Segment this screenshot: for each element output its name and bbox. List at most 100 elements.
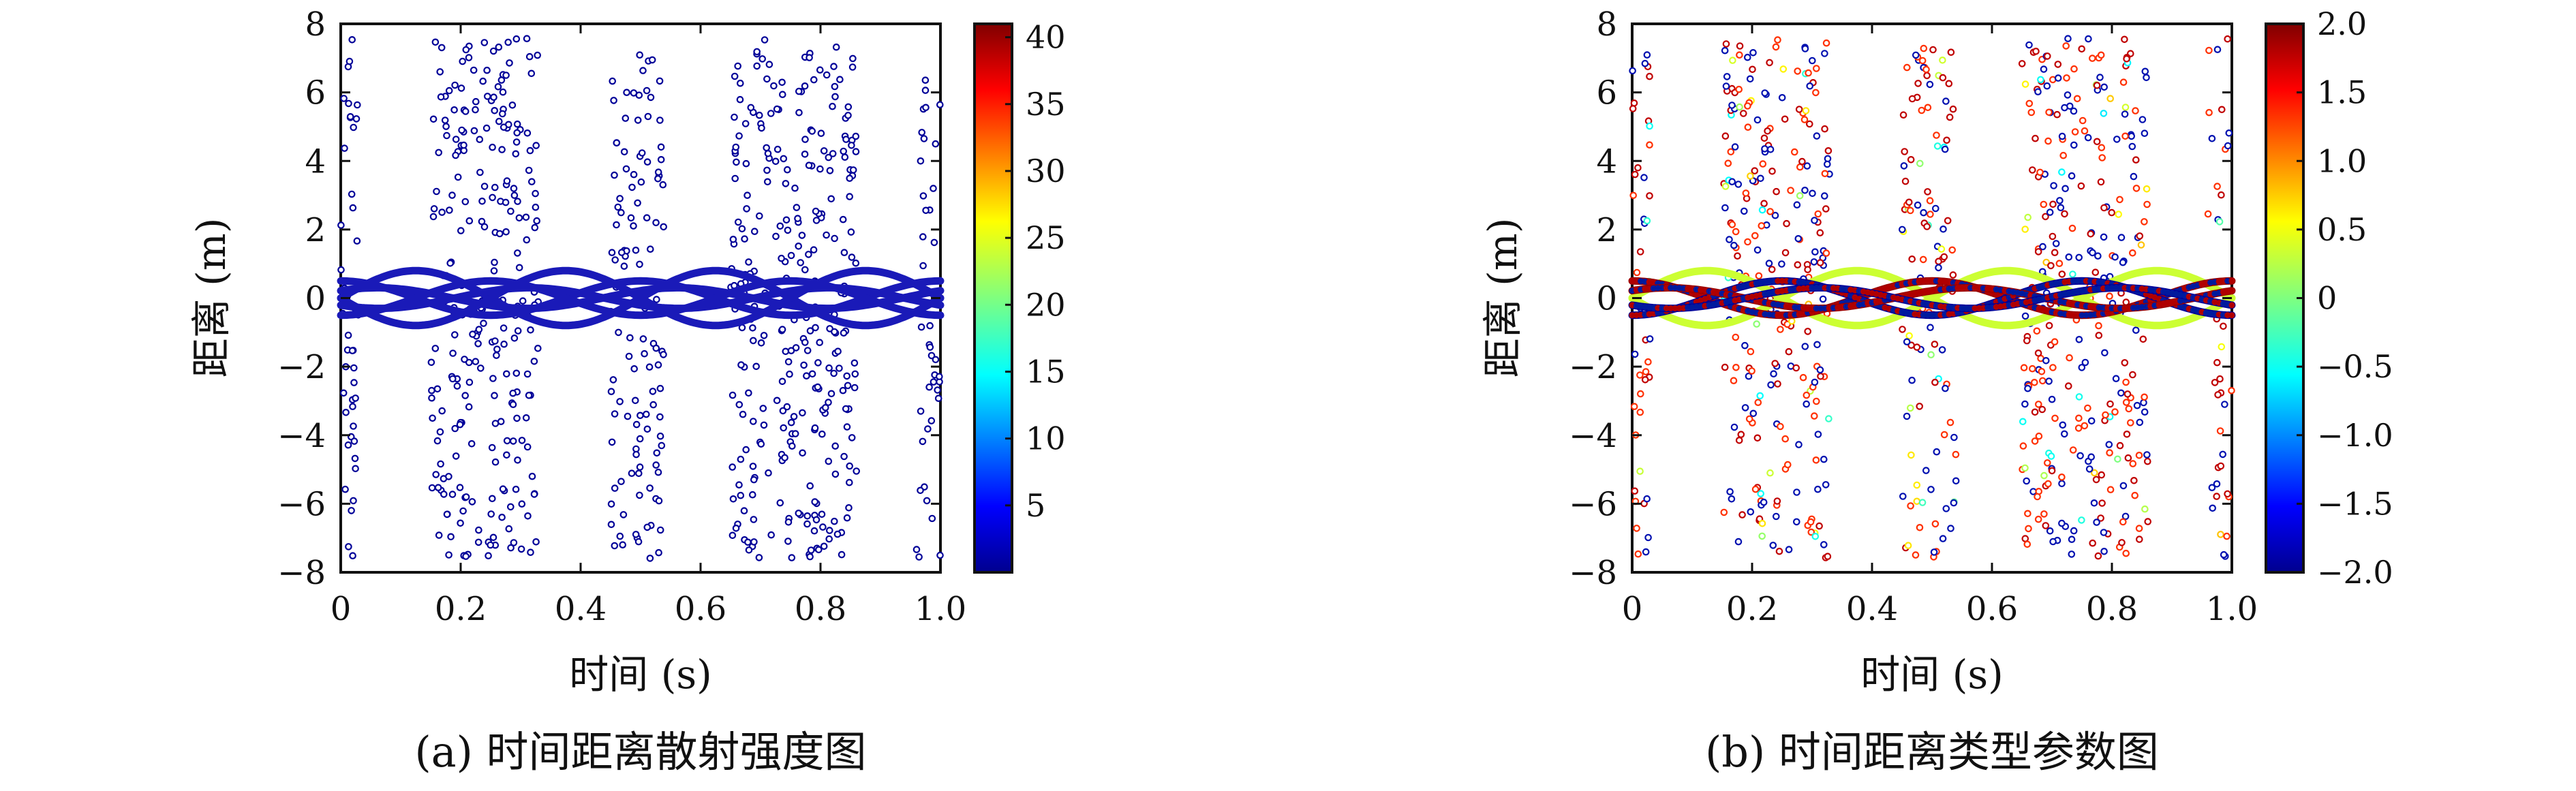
clutter-point bbox=[2129, 249, 2136, 257]
track-point bbox=[1963, 284, 1969, 291]
clutter-point bbox=[617, 208, 625, 217]
clutter-point bbox=[1908, 376, 1916, 384]
clutter-point bbox=[627, 214, 635, 222]
clutter-point bbox=[532, 538, 540, 546]
y-tick-label: 2 bbox=[1596, 211, 1617, 249]
track-point bbox=[1818, 305, 1824, 312]
clutter-point bbox=[1905, 198, 1913, 206]
track-point bbox=[2109, 285, 2115, 292]
clutter-point bbox=[1758, 222, 1766, 230]
clutter-point bbox=[346, 113, 354, 121]
clutter-point bbox=[637, 412, 644, 420]
clutter-point bbox=[1754, 399, 1762, 406]
colorbar-tick-label: 0 bbox=[2317, 280, 2337, 317]
clutter-point bbox=[2058, 473, 2066, 481]
clutter-point bbox=[1636, 248, 1644, 255]
clutter-point bbox=[833, 530, 842, 538]
clutter-point bbox=[1914, 80, 1922, 87]
clutter-point bbox=[1816, 259, 1824, 266]
clutter-point bbox=[2097, 51, 2105, 59]
track-line bbox=[337, 283, 945, 313]
clutter-point bbox=[344, 441, 352, 449]
x-tick-label: 1.0 bbox=[2206, 590, 2258, 628]
clutter-point bbox=[488, 444, 496, 452]
clutter-point bbox=[851, 370, 859, 378]
clutter-point bbox=[2038, 367, 2046, 375]
clutter-point bbox=[2066, 354, 2073, 362]
clutter-point bbox=[2213, 358, 2221, 367]
clutter-point bbox=[1926, 80, 1934, 89]
clutter-point bbox=[1636, 408, 1644, 416]
clutter-point bbox=[656, 413, 664, 421]
clutter-point bbox=[643, 87, 651, 95]
clutter-point bbox=[2093, 138, 2101, 146]
clutter-point bbox=[475, 526, 482, 534]
clutter-point bbox=[1949, 105, 1957, 113]
clutter-point bbox=[1942, 384, 1949, 392]
clutter-point bbox=[812, 207, 820, 215]
clutter-point bbox=[630, 365, 638, 373]
clutter-point bbox=[779, 91, 786, 98]
clutter-point bbox=[1636, 467, 1644, 475]
clutter-point bbox=[934, 386, 941, 394]
clutter-point bbox=[353, 237, 361, 245]
clutter-point bbox=[848, 434, 856, 441]
clutter-point bbox=[2106, 486, 2115, 493]
clutter-point bbox=[649, 388, 657, 395]
clutter-point bbox=[1809, 57, 1816, 65]
clutter-point bbox=[523, 370, 532, 378]
clutter-point bbox=[428, 386, 435, 394]
clutter-point bbox=[936, 373, 943, 380]
track-point bbox=[2117, 305, 2124, 312]
clutter-point bbox=[1768, 266, 1776, 273]
clutter-point bbox=[2123, 430, 2131, 438]
clutter-point bbox=[1749, 49, 1757, 57]
clutter-point bbox=[611, 171, 618, 179]
track-point bbox=[1655, 285, 1661, 292]
clutter-point bbox=[844, 112, 852, 119]
clutter-point bbox=[753, 48, 761, 56]
clutter-point bbox=[515, 264, 523, 272]
clutter-point bbox=[472, 358, 480, 365]
clutter-point bbox=[2025, 525, 2032, 533]
clutter-point bbox=[1940, 431, 1948, 439]
clutter-point bbox=[2121, 132, 2129, 140]
clutter-point bbox=[1747, 347, 1755, 356]
clutter-point bbox=[2029, 365, 2036, 373]
clutter-point bbox=[736, 95, 744, 104]
clutter-point bbox=[493, 345, 501, 353]
clutter-point bbox=[440, 491, 448, 498]
clutter-point bbox=[1799, 373, 1807, 382]
clutter-point bbox=[512, 150, 520, 158]
clutter-point bbox=[2136, 418, 2144, 426]
clutter-point bbox=[936, 551, 944, 559]
clutter-point bbox=[820, 147, 828, 155]
clutter-point bbox=[930, 378, 938, 386]
clutter-point bbox=[456, 420, 464, 429]
clutter-point bbox=[510, 191, 519, 199]
track-point bbox=[1779, 277, 1785, 284]
clutter-point bbox=[812, 217, 821, 224]
clutter-point bbox=[738, 225, 746, 233]
clutter-point bbox=[918, 129, 925, 136]
clutter-point bbox=[1751, 167, 1759, 174]
x-tick-label: 0.8 bbox=[2086, 590, 2138, 628]
clutter-point bbox=[634, 469, 643, 478]
clutter-point bbox=[639, 335, 647, 343]
clutter-point bbox=[1813, 65, 1820, 72]
clutter-point bbox=[2218, 343, 2226, 351]
clutter-point bbox=[2216, 427, 2224, 435]
clutter-point bbox=[830, 63, 838, 70]
clutter-point bbox=[1777, 422, 1784, 431]
caption-b: (b) 时间距离类型参数图 bbox=[1705, 727, 2159, 777]
clutter-point bbox=[930, 185, 937, 192]
clutter-point bbox=[1753, 434, 1762, 442]
clutter-point bbox=[475, 326, 483, 333]
clutter-point bbox=[2213, 493, 2220, 500]
y-tick-label: 0 bbox=[305, 280, 326, 318]
clutter-point bbox=[1943, 136, 1950, 144]
clutter-point bbox=[2121, 35, 2128, 44]
clutter-point bbox=[2141, 393, 2148, 401]
clutter-point bbox=[2070, 527, 2078, 535]
